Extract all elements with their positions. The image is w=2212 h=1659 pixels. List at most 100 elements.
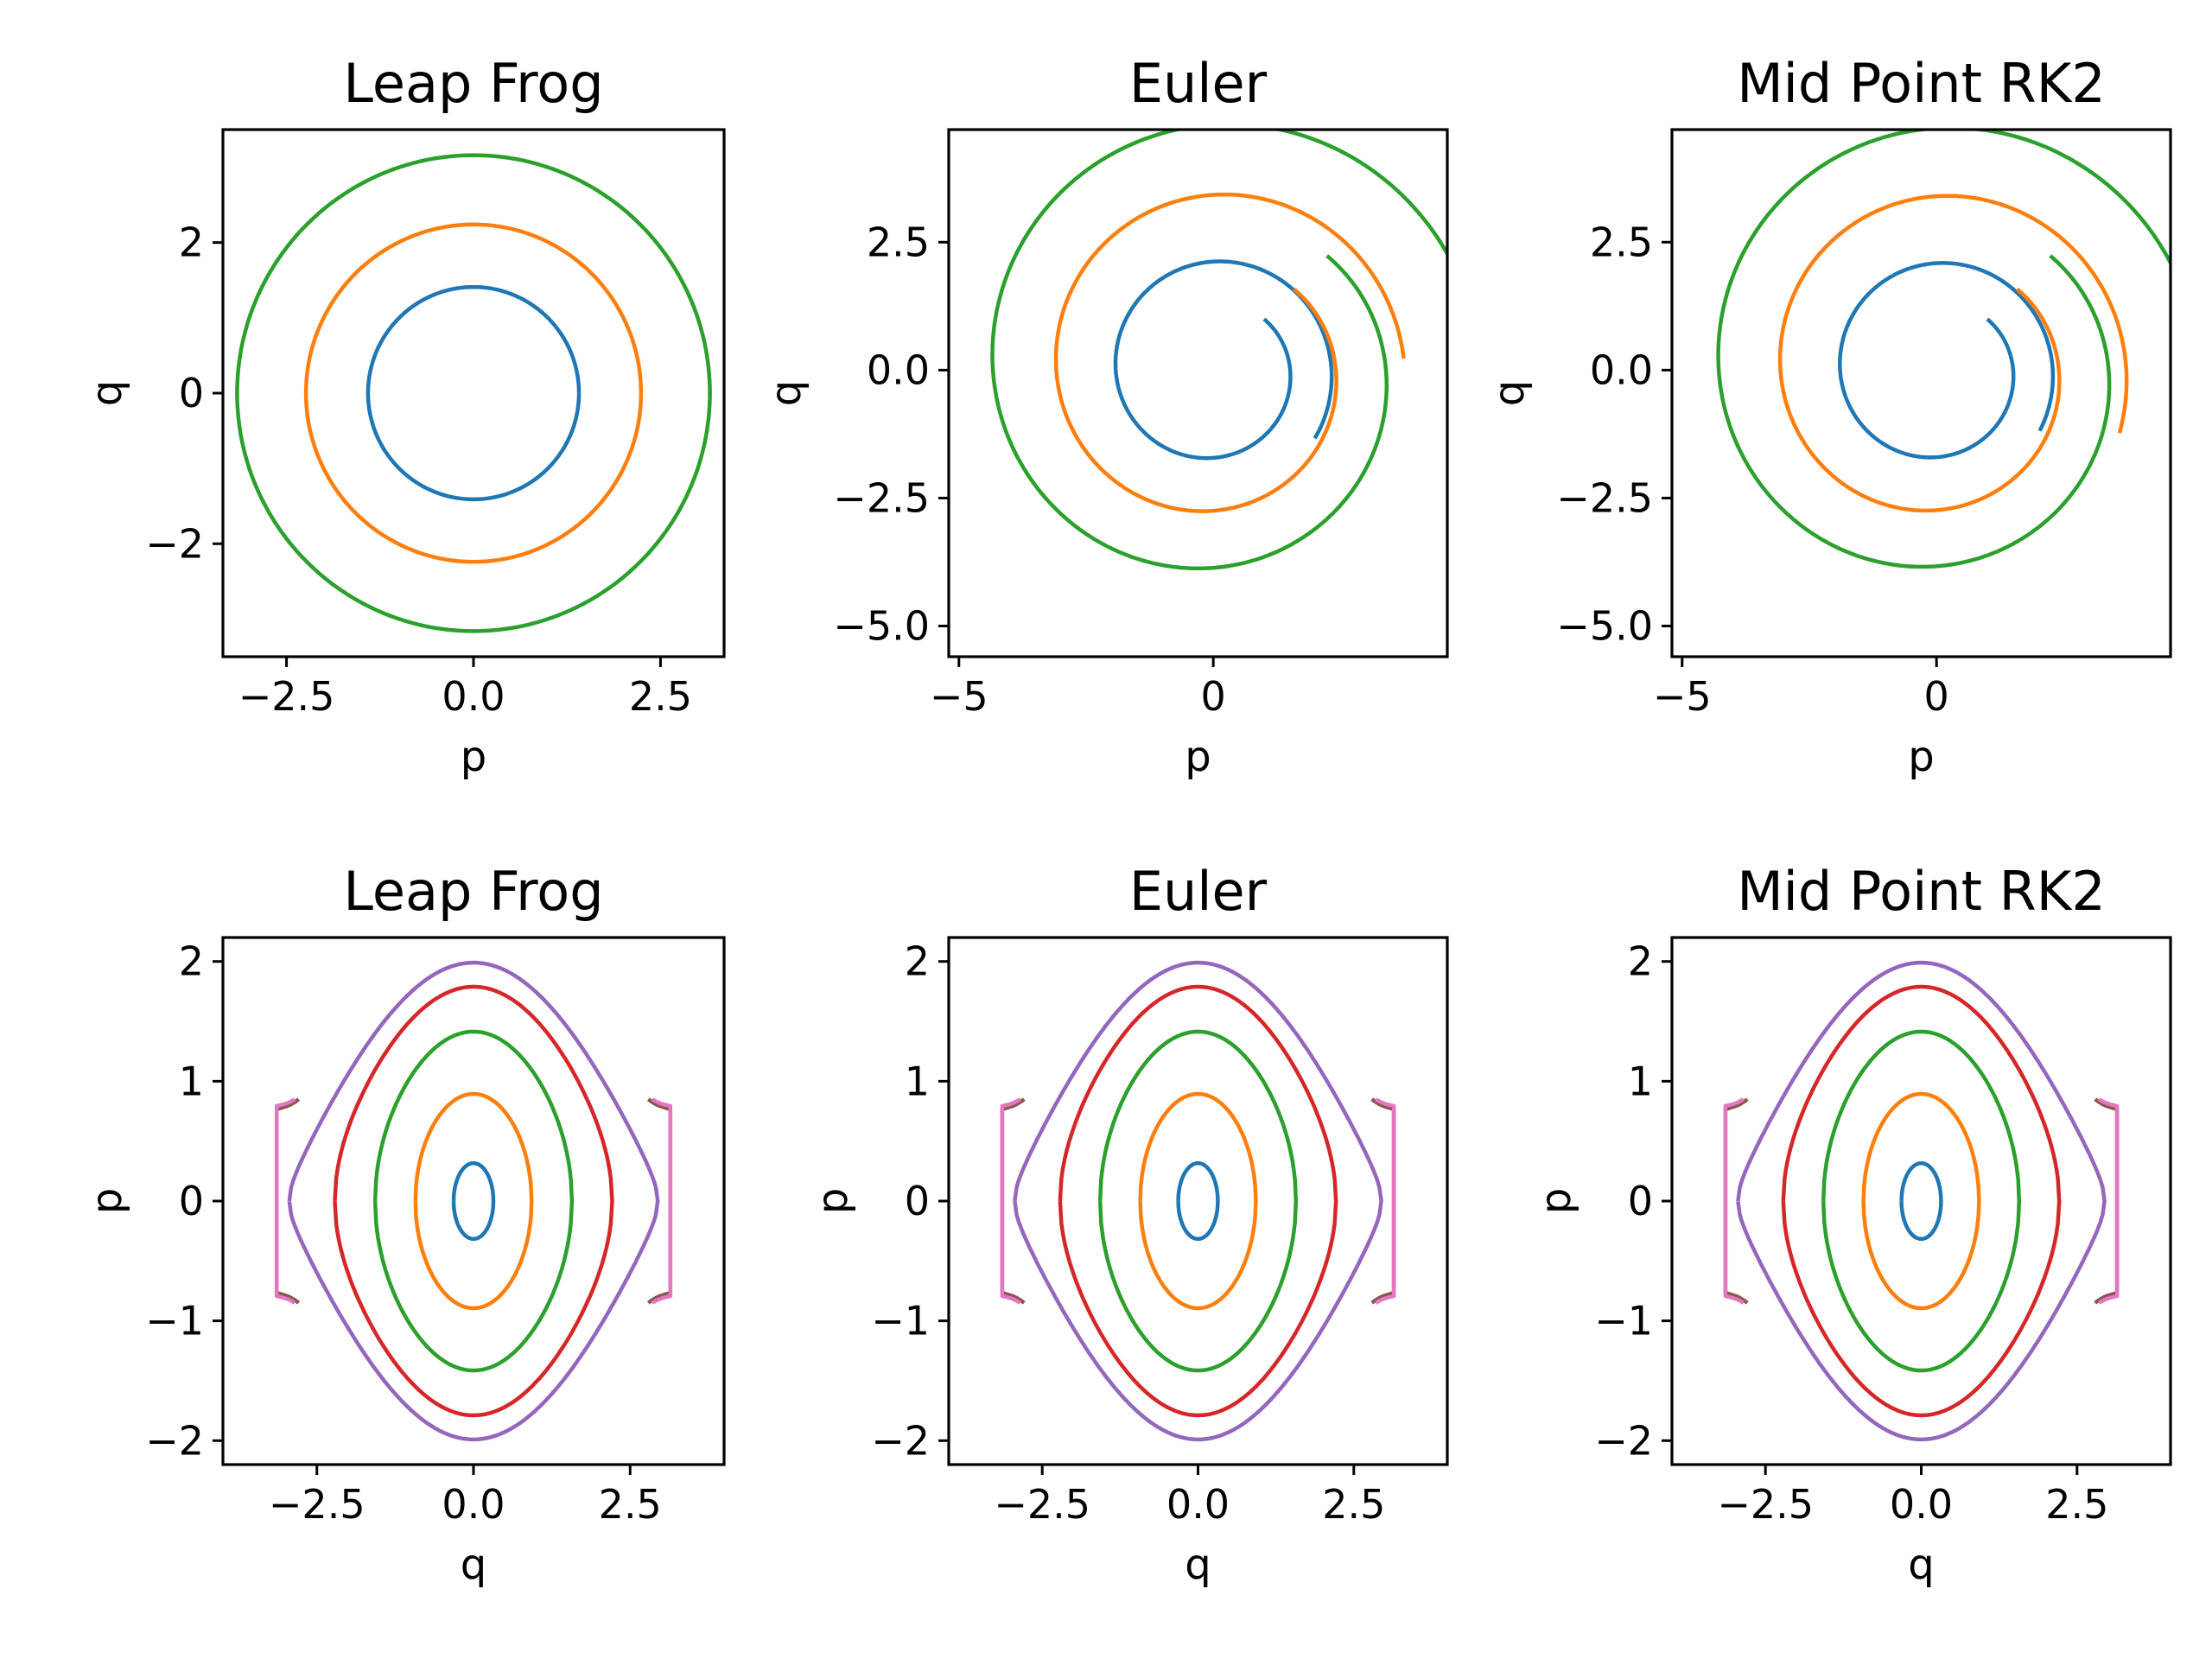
y-tick-label: −1 bbox=[871, 1298, 930, 1344]
y-tick-label: −1 bbox=[1594, 1298, 1653, 1344]
series-line-7 bbox=[2098, 1097, 2120, 1305]
y-tick-label: 2.5 bbox=[867, 219, 930, 265]
series-line-1 bbox=[1838, 261, 2056, 460]
subplot-title: Mid Point RK2 bbox=[1737, 52, 2106, 115]
series-line-4 bbox=[1058, 984, 1338, 1418]
series-line-5 bbox=[1013, 960, 1383, 1442]
y-tick-label: −2 bbox=[1594, 1417, 1653, 1464]
subplot-2: −5 0 −5.0 −2.5 0.0 2.5 Euler p q bbox=[762, 52, 1449, 781]
series-group bbox=[235, 153, 712, 633]
subplot-1: −2.5 0.0 2.5 −2 0 2 Leap Frog p q bbox=[83, 52, 726, 781]
series-line-5 bbox=[287, 960, 660, 1442]
y-axis-label: p bbox=[809, 1188, 857, 1214]
y-tick-label: −2 bbox=[145, 1417, 204, 1464]
series-line-2 bbox=[1777, 194, 2129, 513]
series-line-7 bbox=[651, 1097, 673, 1305]
axes-frame bbox=[221, 128, 726, 658]
x-tick-label: 0.0 bbox=[1166, 1481, 1230, 1528]
series-line-5 bbox=[1736, 960, 2107, 1442]
subplot-6: −2.5 0.0 2.5 −2 −1 0 1 2 Mid Point RK2 q p bbox=[1532, 860, 2172, 1589]
subplot-5: −2.5 0.0 2.5 −2 −1 0 1 2 Euler q p bbox=[809, 860, 1449, 1589]
x-tick-label: 0.0 bbox=[1890, 1481, 1953, 1528]
series-group bbox=[1723, 960, 2120, 1442]
axes-frame bbox=[1670, 128, 2172, 658]
subplot-4: −2.5 0.0 2.5 −2 −1 0 1 2 Leap Frog q p bbox=[83, 860, 726, 1589]
y-tick-label: 0 bbox=[1628, 1178, 1653, 1224]
x-tick-label: 2.5 bbox=[1322, 1481, 1385, 1528]
y-tick-label: 0 bbox=[905, 1178, 930, 1224]
x-tick-label: −2.5 bbox=[238, 673, 335, 720]
y-axis-label: q bbox=[83, 380, 131, 406]
series-line-7 bbox=[1000, 1097, 1021, 1305]
x-axis-label: q bbox=[1908, 1541, 1934, 1589]
subplot-title: Euler bbox=[1129, 52, 1268, 115]
series-line-7 bbox=[1375, 1097, 1396, 1305]
x-tick-label: 0.0 bbox=[442, 673, 505, 720]
x-tick-label: −5 bbox=[1653, 673, 1712, 720]
x-tick-label: 0.0 bbox=[442, 1481, 505, 1528]
y-tick-label: −2.5 bbox=[1556, 474, 1653, 521]
axes-frame bbox=[1670, 936, 2172, 1466]
y-tick-label: −2 bbox=[871, 1417, 930, 1464]
y-tick-label: −2 bbox=[145, 520, 204, 567]
series-line-1 bbox=[451, 1160, 496, 1242]
subplot-title: Mid Point RK2 bbox=[1737, 860, 2106, 923]
series-line-1 bbox=[365, 284, 582, 502]
y-tick-label: 0 bbox=[179, 370, 204, 416]
y-tick-label: 2.5 bbox=[1590, 219, 1653, 265]
x-tick-label: −2.5 bbox=[1717, 1481, 1814, 1528]
x-axis-label: q bbox=[461, 1541, 486, 1589]
y-axis-label: q bbox=[762, 380, 810, 406]
y-tick-label: 2 bbox=[905, 938, 930, 985]
y-tick-label: 2 bbox=[1628, 938, 1653, 985]
series-line-7 bbox=[1723, 1097, 1745, 1305]
x-axis-label: q bbox=[1185, 1541, 1211, 1589]
series-line-6 bbox=[1723, 1097, 1749, 1305]
y-tick-label: 0.0 bbox=[1590, 346, 1653, 393]
axes-frame bbox=[947, 936, 1449, 1466]
subplot-title: Leap Frog bbox=[343, 860, 603, 923]
x-tick-label: −5 bbox=[930, 673, 988, 720]
y-tick-label: 1 bbox=[1628, 1058, 1653, 1104]
y-axis-label: p bbox=[1532, 1188, 1580, 1214]
series-line-2 bbox=[413, 1091, 534, 1311]
x-axis-label: p bbox=[461, 733, 486, 781]
series-line-7 bbox=[274, 1097, 296, 1305]
axes-frame bbox=[947, 128, 1449, 658]
subplot-title: Leap Frog bbox=[343, 52, 603, 115]
y-tick-label: 0.0 bbox=[867, 346, 930, 393]
series-line-1 bbox=[1176, 1160, 1220, 1242]
x-tick-label: 2.5 bbox=[629, 673, 692, 720]
y-axis-label: p bbox=[83, 1188, 131, 1214]
y-tick-label: 0 bbox=[179, 1178, 204, 1224]
series-line-3 bbox=[1097, 1029, 1299, 1373]
y-tick-label: 2 bbox=[179, 219, 204, 266]
y-tick-label: 1 bbox=[179, 1058, 204, 1104]
x-tick-label: 2.5 bbox=[2045, 1481, 2108, 1528]
series-line-4 bbox=[333, 984, 614, 1418]
y-tick-label: −5.0 bbox=[1556, 602, 1653, 649]
axes-frame bbox=[221, 936, 726, 1466]
y-axis-label: q bbox=[1485, 380, 1534, 406]
y-tick-label: −5.0 bbox=[833, 602, 930, 649]
series-line-4 bbox=[1781, 984, 2062, 1418]
x-tick-label: 0 bbox=[1924, 673, 1949, 720]
x-tick-label: −2.5 bbox=[994, 1481, 1090, 1528]
series-line-2 bbox=[1053, 192, 1406, 513]
series-line-1 bbox=[1113, 259, 1334, 461]
series-group bbox=[990, 130, 1447, 571]
subplot-3: −5 0 −5.0 −2.5 0.0 2.5 Mid Point RK2 p q bbox=[1485, 52, 2172, 781]
series-line-2 bbox=[1861, 1091, 1981, 1311]
series-group bbox=[274, 960, 673, 1442]
y-tick-label: 1 bbox=[905, 1058, 930, 1104]
series-group bbox=[1716, 130, 2171, 569]
series-line-3 bbox=[1821, 1029, 2022, 1373]
y-tick-label: 2 bbox=[179, 938, 204, 985]
x-tick-label: −2.5 bbox=[269, 1481, 365, 1528]
series-line-3 bbox=[372, 1029, 575, 1373]
x-tick-label: 2.5 bbox=[599, 1481, 662, 1528]
series-line-3 bbox=[235, 153, 712, 633]
series-line-3 bbox=[990, 130, 1447, 571]
series-line-2 bbox=[303, 222, 644, 564]
